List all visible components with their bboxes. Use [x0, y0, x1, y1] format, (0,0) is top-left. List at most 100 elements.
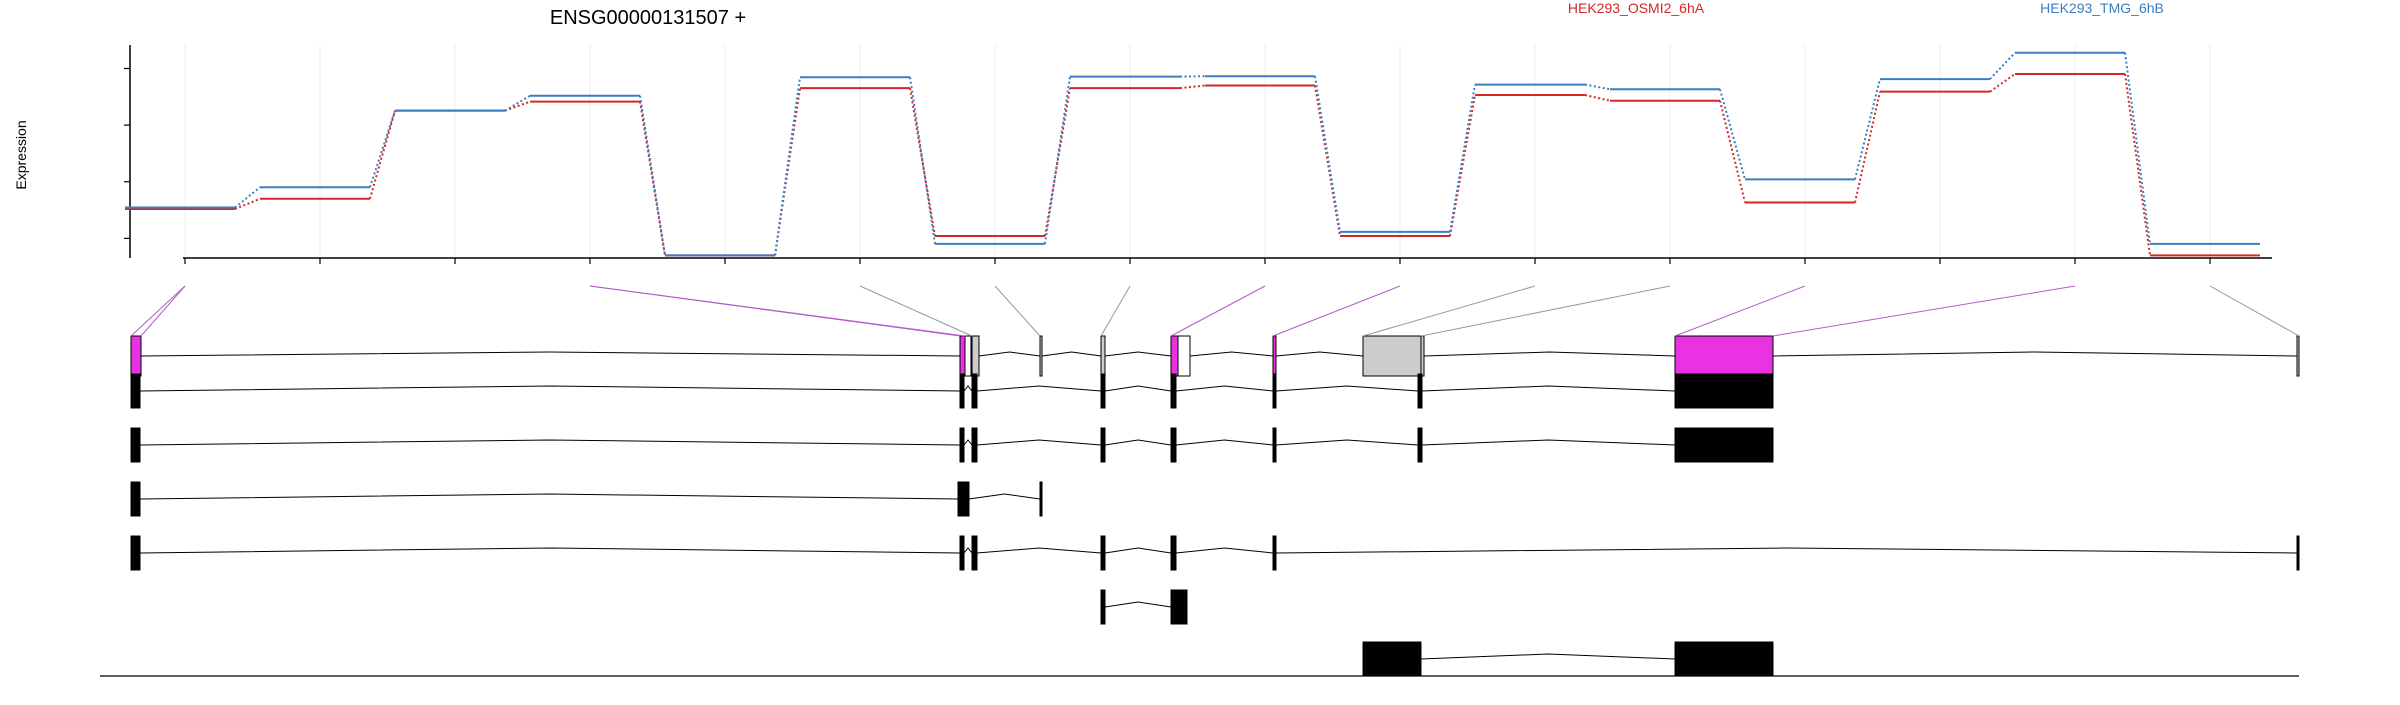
- collapsed-exon-10: [1363, 336, 1421, 376]
- exon-connector-line: [1421, 286, 1670, 336]
- transcript-intron-line: [140, 440, 960, 445]
- transcript-2-exon: [1101, 428, 1105, 462]
- transcript-1-exon: [1675, 374, 1773, 408]
- transcript-1-exon: [131, 374, 140, 408]
- series-tmg-connector: [775, 77, 800, 255]
- collapsed-exon-2: [960, 336, 965, 376]
- collapsed-exon-8: [1178, 336, 1190, 376]
- transcript-intron-line: [1422, 440, 1675, 445]
- exon-connector-line: [1675, 286, 1805, 336]
- series-tmg-connector: [1450, 85, 1475, 232]
- transcript-4-exon: [1101, 536, 1105, 570]
- exon-connector-line: [1101, 286, 1130, 336]
- series-tmg-connector: [1315, 76, 1340, 232]
- transcript-6-exon: [1675, 642, 1773, 676]
- collapsed-intron-line: [979, 352, 1040, 356]
- exon-connector-line: [1773, 286, 2075, 336]
- transcript-1-exon: [1273, 374, 1276, 408]
- transcript-intron-line: [977, 548, 1101, 553]
- transcript-2-exon: [1418, 428, 1422, 462]
- series-osmi2-connector: [1720, 101, 1745, 203]
- series-tmg-connector: [1720, 89, 1745, 179]
- transcript-1-exon: [960, 374, 964, 408]
- exon-connector-line: [860, 286, 972, 336]
- exon-connector-line: [1363, 286, 1535, 336]
- transcript-intron-line: [964, 386, 972, 391]
- transcript-6-exon: [1363, 642, 1421, 676]
- transcript-2-exon: [960, 428, 964, 462]
- transcript-1-exon: [1171, 374, 1176, 408]
- transcript-intron-line: [977, 440, 1101, 445]
- exon-connector-line: [1171, 286, 1265, 336]
- transcript-2-exon: [131, 428, 140, 462]
- collapsed-intron-line: [1105, 352, 1171, 356]
- collapsed-exon-3: [965, 336, 971, 376]
- transcript-intron-line: [1105, 548, 1171, 553]
- collapsed-exon-5: [1040, 336, 1042, 376]
- transcript-4-exon: [1273, 536, 1276, 570]
- transcript-intron-line: [1105, 386, 1171, 391]
- collapsed-intron-line: [1190, 352, 1273, 356]
- series-osmi2-connector: [1180, 86, 1205, 89]
- exon-connector-line: [141, 286, 185, 336]
- transcript-intron-line: [1105, 602, 1171, 607]
- exon-connector-line: [995, 286, 1040, 336]
- transcript-3-exon: [958, 482, 969, 516]
- chart-title: ENSG00000131507 +: [550, 7, 746, 29]
- series-tmg-connector: [1990, 53, 2015, 79]
- series-osmi2-connector: [1315, 86, 1340, 236]
- transcript-intron-line: [964, 440, 972, 445]
- series-osmi2-connector: [370, 111, 395, 199]
- series-tmg-connector: [2125, 53, 2150, 244]
- transcript-4-exon: [972, 536, 977, 570]
- transcript-intron-line: [1276, 440, 1418, 445]
- series-osmi2-connector: [1855, 92, 1880, 203]
- collapsed-exon-11: [1421, 336, 1424, 376]
- transcript-5-exon: [1171, 590, 1187, 624]
- transcript-3-exon: [1040, 482, 1042, 516]
- transcript-2-exon: [1273, 428, 1276, 462]
- transcript-4-exon: [1171, 536, 1176, 570]
- collapsed-exon-7: [1171, 336, 1178, 376]
- transcript-intron-line: [140, 548, 960, 553]
- transcript-4-exon: [960, 536, 964, 570]
- collapsed-intron-line: [1773, 352, 2297, 356]
- series-osmi2-connector: [640, 102, 665, 256]
- transcript-intron-line: [1276, 548, 2297, 553]
- series-osmi2-connector: [2125, 74, 2150, 255]
- transcript-intron-line: [1276, 386, 1418, 391]
- collapsed-exon-4: [972, 336, 979, 376]
- series-tmg-connector: [235, 187, 260, 207]
- transcript-2-exon: [972, 428, 977, 462]
- collapsed-exon-9: [1273, 336, 1276, 376]
- transcript-intron-line: [1176, 440, 1273, 445]
- transcript-4-exon: [2297, 536, 2299, 570]
- series-tmg-connector: [1855, 79, 1880, 179]
- series-tmg-connector: [370, 111, 395, 188]
- collapsed-intron-line: [1424, 352, 1675, 356]
- exon-connector-line: [131, 286, 185, 336]
- transcript-3-exon: [131, 482, 140, 516]
- transcript-intron-line: [964, 548, 972, 553]
- collapsed-intron-line: [1276, 352, 1363, 356]
- transcript-5-exon: [1101, 590, 1105, 624]
- series-osmi2-connector: [1990, 74, 2015, 92]
- collapsed-intron-line: [141, 352, 960, 356]
- transcript-1-exon: [1418, 374, 1422, 408]
- transcript-intron-line: [140, 386, 960, 391]
- transcript-intron-line: [1421, 654, 1675, 659]
- transcript-intron-line: [1105, 440, 1171, 445]
- transcript-intron-line: [1176, 548, 1273, 553]
- transcript-2-exon: [1171, 428, 1176, 462]
- transcript-intron-line: [1176, 386, 1273, 391]
- transcript-intron-line: [140, 494, 958, 499]
- collapsed-exon-1: [131, 336, 141, 376]
- series-osmi2-connector: [1450, 95, 1475, 236]
- transcript-4-exon: [131, 536, 140, 570]
- collapsed-exon-12: [1675, 336, 1773, 376]
- transcript-intron-line: [977, 386, 1101, 391]
- transcript-2-exon: [1675, 428, 1773, 462]
- collapsed-intron-line: [1042, 352, 1101, 356]
